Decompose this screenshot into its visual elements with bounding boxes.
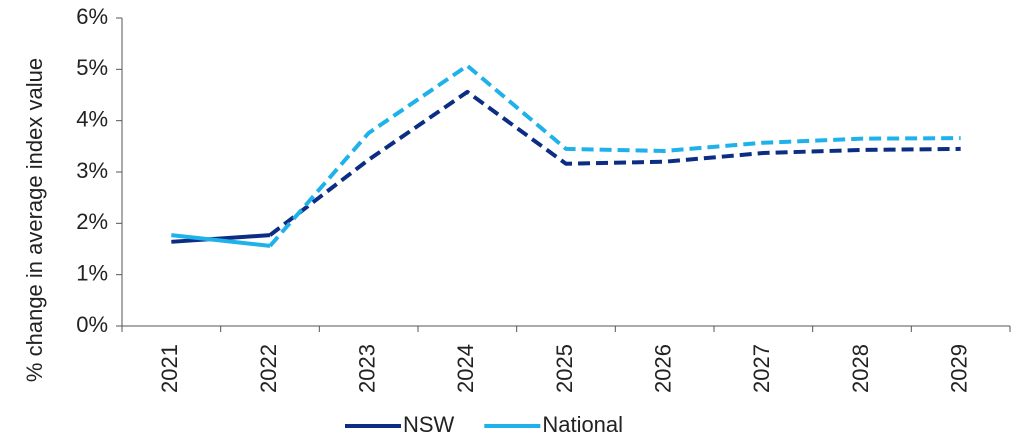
y-axis-label: % change in average index value <box>22 58 47 382</box>
series-line <box>268 63 961 248</box>
x-tick-label: 2023 <box>354 344 379 393</box>
y-tick-label: 4% <box>76 106 108 131</box>
y-tick-label: 2% <box>76 209 108 234</box>
legend-label: National <box>542 412 623 437</box>
x-tick-label: 2025 <box>552 344 577 393</box>
x-tick-label: 2024 <box>453 344 478 393</box>
legend-label: NSW <box>403 412 455 437</box>
series-line <box>268 89 961 237</box>
series-line <box>171 233 271 244</box>
y-tick-label: 1% <box>76 260 108 285</box>
series-line <box>171 233 271 248</box>
x-tick-label: 2027 <box>749 344 774 393</box>
x-tick-label: 2029 <box>946 344 971 393</box>
x-tick-label: 2026 <box>650 344 675 393</box>
y-tick-label: 5% <box>76 55 108 80</box>
x-tick-label: 2028 <box>848 344 873 393</box>
x-tick-label: 2021 <box>157 344 182 393</box>
y-tick-label: 0% <box>76 312 108 337</box>
y-tick-label: 3% <box>76 158 108 183</box>
y-tick-label: 6% <box>76 4 108 29</box>
x-tick-label: 2022 <box>256 344 281 393</box>
